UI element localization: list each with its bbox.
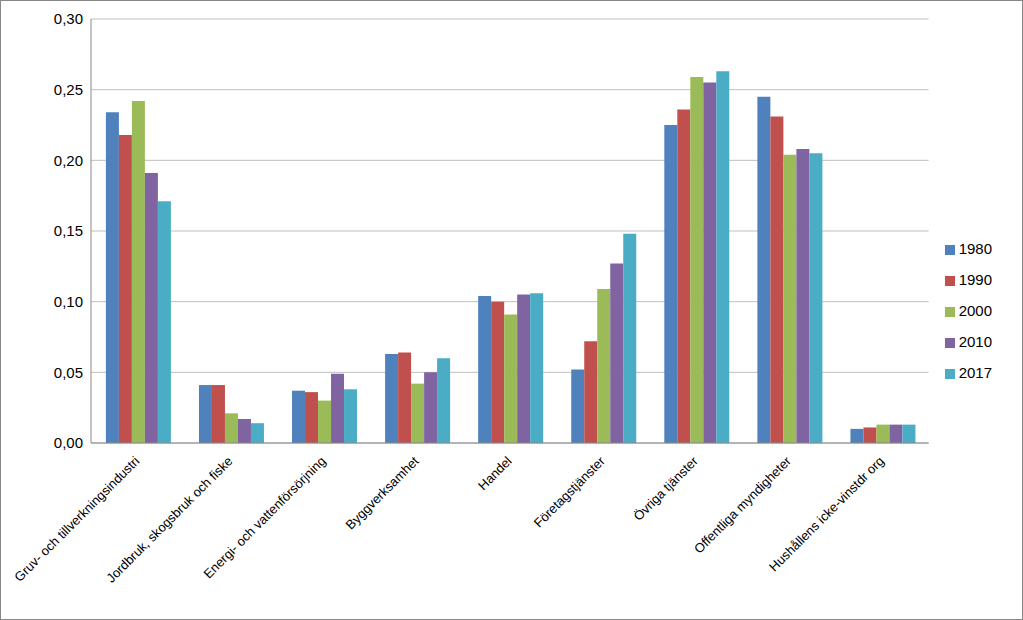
html-text:1980: 1980 <box>958 239 992 257</box>
html-text:2010: 2010 <box>958 332 992 350</box>
svg-text:Gruv- och tillverkningsindustr: Gruv- och tillverkningsindustri <box>11 453 143 585</box>
svg-text:0,25: 0,25 <box>54 81 83 98</box>
html-text:1990: 1990 <box>958 270 992 288</box>
svg-text:0,30: 0,30 <box>54 10 83 27</box>
svg-text:Offentliga myndigheter: Offentliga myndigheter <box>691 453 794 556</box>
svg-text:Företagstjänster: Företagstjänster <box>531 453 609 531</box>
html-text:2017: 2017 <box>958 363 992 381</box>
svg-text:Handel: Handel <box>475 453 515 493</box>
svg-text:Hushållens icke-vinstdr org: Hushållens icke-vinstdr org <box>766 453 887 574</box>
svg-text:0,15: 0,15 <box>54 222 83 239</box>
svg-text:0,05: 0,05 <box>54 364 83 381</box>
svg-text:Jordbruk, skogsbruk och fiske: Jordbruk, skogsbruk och fiske <box>103 453 236 586</box>
html-text:2000: 2000 <box>958 301 992 319</box>
svg-text:Energi- och vattenförsörjning: Energi- och vattenförsörjning <box>200 453 328 581</box>
svg-text:0,20: 0,20 <box>54 152 83 169</box>
svg-text:0,10: 0,10 <box>54 293 83 310</box>
svg-text:0,00: 0,00 <box>54 434 83 451</box>
svg-text:Övriga tjänster: Övriga tjänster <box>631 453 702 524</box>
svg-text:Byggverksamhet: Byggverksamhet <box>343 453 422 532</box>
